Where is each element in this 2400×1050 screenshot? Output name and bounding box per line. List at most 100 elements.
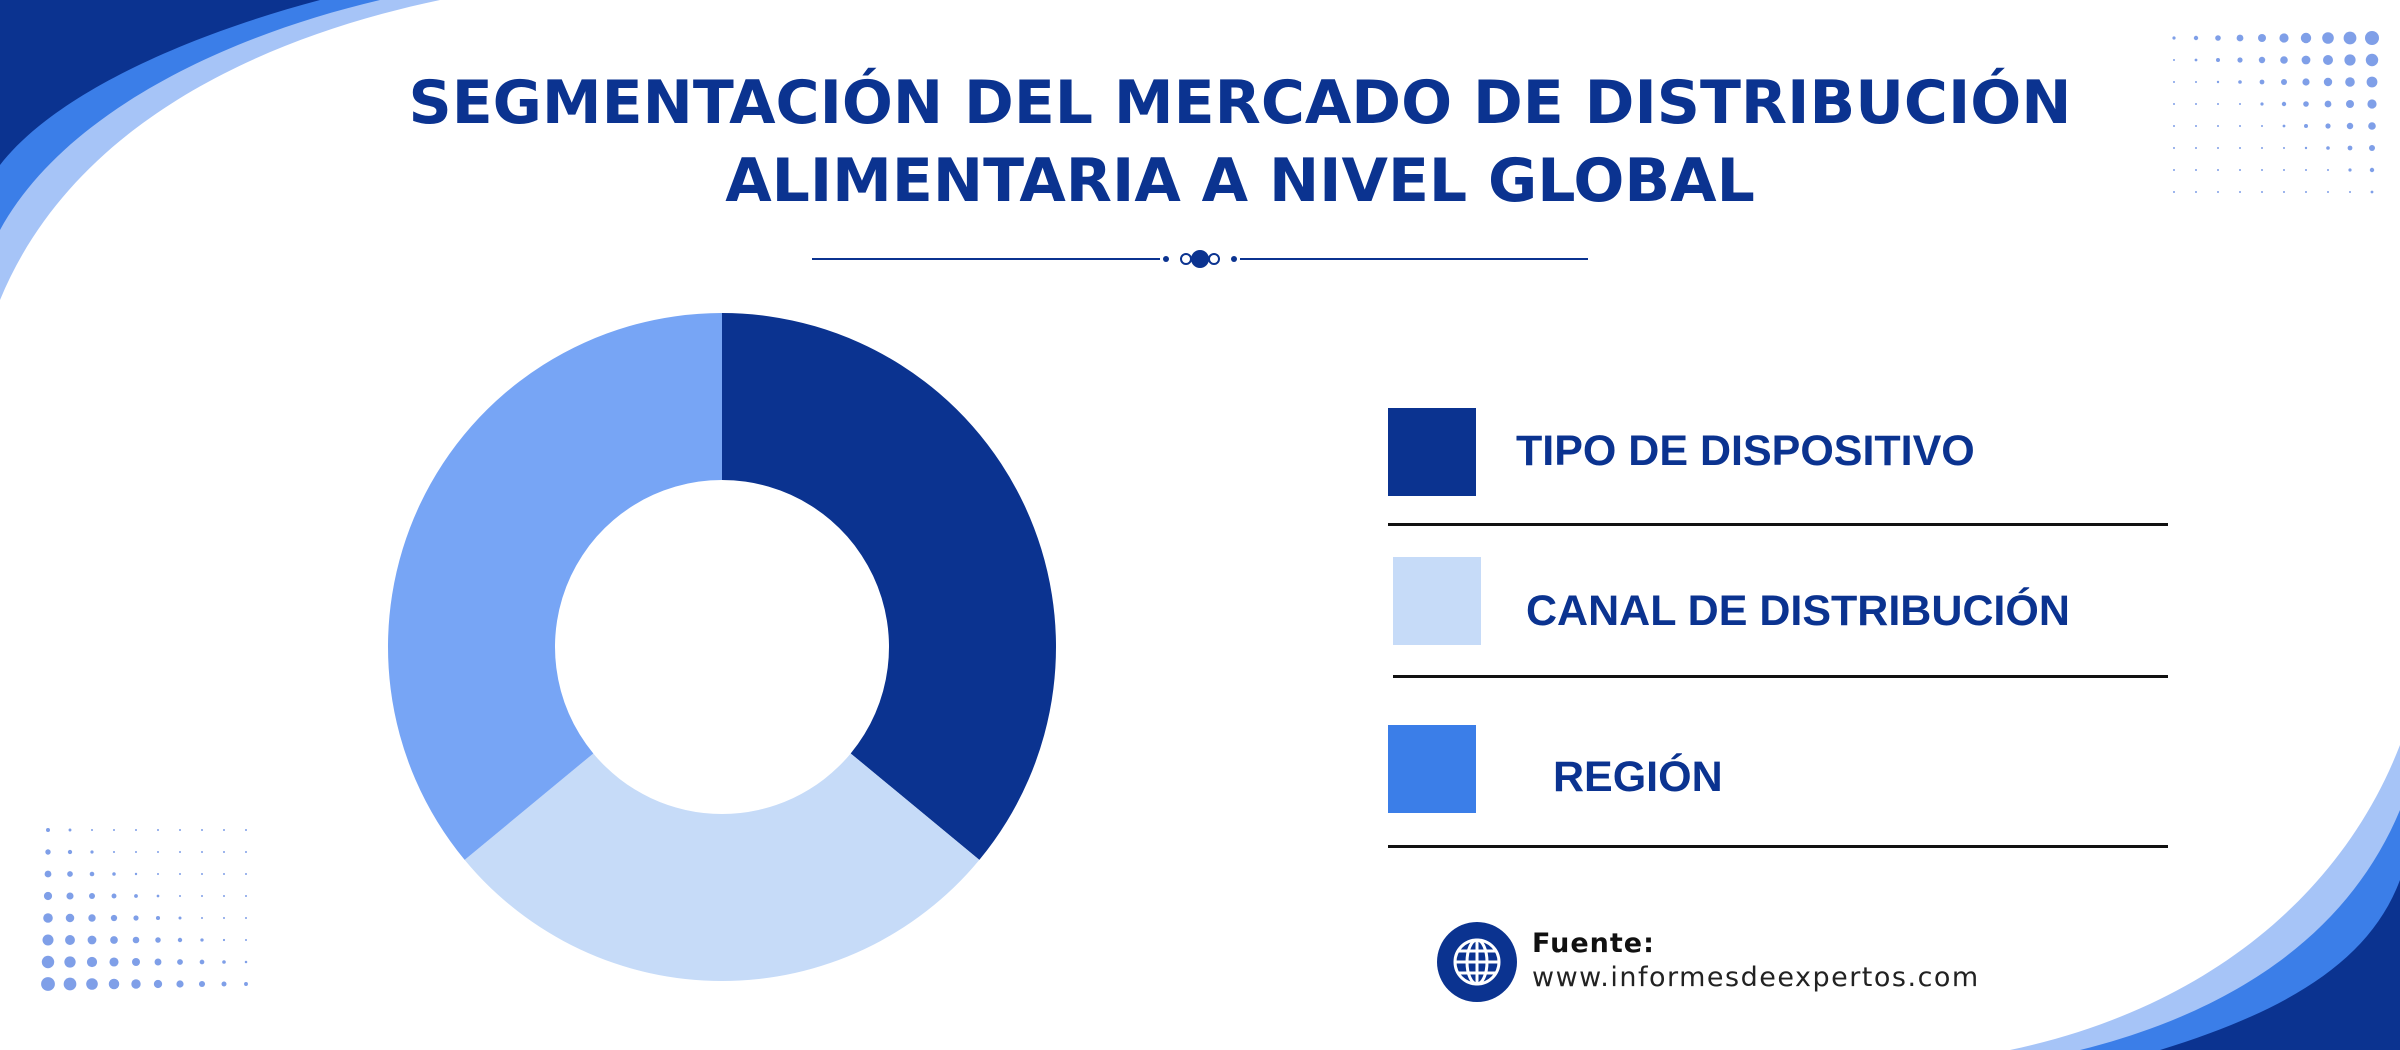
decor-dot bbox=[2327, 191, 2329, 193]
decor-dot bbox=[155, 937, 161, 943]
decor-dot bbox=[2215, 35, 2221, 41]
decor-dot bbox=[88, 914, 96, 922]
decor-dot bbox=[2173, 147, 2175, 149]
decor-dot bbox=[2173, 59, 2175, 61]
decor-dot bbox=[68, 828, 72, 832]
decor-dot bbox=[67, 871, 73, 877]
decor-dot bbox=[245, 917, 247, 919]
decor-dot bbox=[133, 915, 139, 921]
decor-dot bbox=[42, 934, 54, 946]
legend-item-canal-de-distribucion: CANAL DE DISTRIBUCIÓN bbox=[1388, 555, 2168, 710]
decor-dot bbox=[2217, 103, 2219, 105]
chart-title: SEGMENTACIÓN DEL MERCADO DE DISTRIBUCIÓN… bbox=[300, 64, 2180, 220]
decor-dot bbox=[2217, 125, 2219, 127]
decor-dot bbox=[199, 959, 205, 965]
decor-dot bbox=[178, 916, 182, 920]
top-left-wave-dark bbox=[0, 0, 320, 165]
decor-dot bbox=[65, 913, 75, 923]
decor-dot bbox=[89, 871, 95, 877]
decor-dot bbox=[135, 851, 137, 853]
legend-divider bbox=[1388, 523, 2168, 526]
decor-dot bbox=[222, 938, 226, 942]
decor-dot bbox=[2370, 190, 2374, 194]
decor-dot bbox=[2283, 147, 2285, 149]
decor-dot bbox=[108, 978, 120, 990]
decor-dot bbox=[2327, 169, 2329, 171]
decor-dot bbox=[2349, 191, 2351, 193]
decor-dot bbox=[2195, 81, 2197, 83]
decor-dot bbox=[2258, 34, 2266, 42]
decor-dot bbox=[2365, 31, 2379, 45]
decor-dot bbox=[2217, 169, 2219, 171]
decor-dot bbox=[2194, 58, 2198, 62]
decor-dot bbox=[2238, 80, 2242, 84]
legend-item-region: REGIÓN bbox=[1388, 722, 2168, 877]
decor-dot bbox=[201, 829, 203, 831]
decor-dot bbox=[2346, 122, 2354, 130]
decor-dot bbox=[2260, 102, 2264, 106]
dot-grid-bottom-left bbox=[41, 828, 248, 991]
decor-dot bbox=[2259, 79, 2265, 85]
decor-dot bbox=[113, 829, 115, 831]
decor-dot bbox=[2323, 77, 2333, 87]
decor-dot bbox=[2347, 145, 2353, 151]
decor-dot bbox=[2239, 147, 2241, 149]
decor-dot bbox=[179, 873, 181, 875]
decor-dot bbox=[179, 851, 181, 853]
decor-dot bbox=[63, 977, 77, 991]
decor-dot bbox=[2369, 167, 2375, 173]
decor-dot bbox=[155, 915, 161, 921]
decor-dot bbox=[2261, 191, 2263, 193]
decor-dot bbox=[2305, 169, 2307, 171]
decor-dot bbox=[177, 937, 183, 943]
decor-dot bbox=[2173, 125, 2175, 127]
decor-dot bbox=[135, 829, 137, 831]
decor-dot bbox=[2237, 57, 2243, 63]
decor-dot bbox=[2173, 81, 2175, 83]
decor-dot bbox=[244, 982, 248, 986]
globe-icon bbox=[1437, 922, 1517, 1002]
decor-dot bbox=[2195, 147, 2197, 149]
decor-dot bbox=[2216, 58, 2220, 62]
decor-dot bbox=[89, 893, 95, 899]
decor-dot bbox=[2366, 76, 2378, 88]
decor-dot bbox=[2304, 124, 2308, 128]
decor-dot bbox=[2258, 56, 2266, 64]
decor-dot bbox=[2279, 33, 2289, 43]
decor-dot bbox=[200, 938, 204, 942]
chart-title-line2: ALIMENTARIA A NIVEL GLOBAL bbox=[725, 146, 1755, 216]
decor-dot bbox=[134, 894, 138, 898]
decor-dot bbox=[222, 960, 226, 964]
decor-dot bbox=[2195, 125, 2197, 127]
decor-dot bbox=[2323, 55, 2333, 65]
decor-dot bbox=[223, 851, 225, 853]
decor-dot bbox=[2195, 169, 2197, 171]
decor-dot bbox=[156, 894, 160, 898]
decor-dot bbox=[2322, 32, 2334, 44]
decor-dot bbox=[2172, 36, 2176, 40]
decor-dot bbox=[2193, 35, 2199, 41]
legend-label: CANAL DE DISTRIBUCIÓN bbox=[1526, 587, 2070, 635]
decor-dot bbox=[86, 956, 98, 968]
decor-dot bbox=[131, 979, 141, 989]
decor-dot bbox=[2300, 32, 2312, 44]
decor-dot bbox=[245, 829, 247, 831]
decor-dot bbox=[2239, 191, 2241, 193]
decor-dot bbox=[2283, 191, 2285, 193]
decor-dot bbox=[67, 849, 73, 855]
legend-label: REGIÓN bbox=[1553, 753, 1723, 801]
decor-dot bbox=[2281, 79, 2287, 85]
decor-dot bbox=[111, 893, 117, 899]
decor-dot bbox=[91, 829, 93, 831]
decor-dot bbox=[132, 958, 140, 966]
decor-dot bbox=[2280, 56, 2288, 64]
decor-dot bbox=[2324, 100, 2332, 108]
decor-dot bbox=[90, 850, 94, 854]
decor-dot bbox=[2365, 53, 2379, 67]
decor-dot bbox=[177, 959, 183, 965]
decor-dot bbox=[201, 895, 203, 897]
legend-swatch bbox=[1388, 408, 1476, 496]
legend-divider bbox=[1393, 675, 2168, 678]
decor-dot bbox=[2368, 122, 2376, 130]
